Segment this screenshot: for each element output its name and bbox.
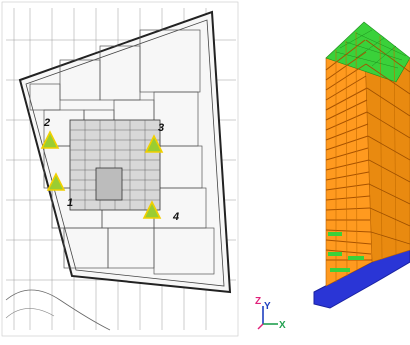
core-area bbox=[69, 119, 161, 211]
plan-sheet-border bbox=[1, 1, 239, 337]
triangle-marker-icon bbox=[46, 172, 66, 191]
triangle-marker-icon bbox=[144, 134, 164, 153]
model-roof bbox=[325, 21, 410, 83]
roof-grid bbox=[335, 29, 407, 69]
z-axis-label: Z bbox=[255, 296, 261, 307]
green-slabs bbox=[328, 232, 364, 272]
marker-4: 4 bbox=[142, 200, 179, 223]
marker-label: 3 bbox=[158, 122, 164, 134]
axes-triad: Z Y X bbox=[255, 296, 286, 331]
triangle-marker-icon bbox=[40, 130, 60, 149]
marker-2: 2 bbox=[40, 117, 60, 149]
floor-plan: 1 2 3 4 bbox=[1, 1, 239, 337]
marker-label: 2 bbox=[43, 117, 50, 129]
marker-3: 3 bbox=[144, 122, 164, 153]
triangle-marker-icon bbox=[142, 200, 162, 219]
x-axis-label: X bbox=[279, 320, 286, 331]
building-inner-outline bbox=[25, 19, 225, 287]
marker-1: 1 bbox=[46, 172, 73, 209]
marker-label: 4 bbox=[172, 211, 179, 223]
site-curve-2 bbox=[5, 308, 55, 319]
right-floor-bands bbox=[365, 39, 410, 245]
y-axis-label: Y bbox=[264, 301, 271, 312]
building-model bbox=[313, 21, 410, 309]
marker-label: 1 bbox=[67, 197, 73, 209]
site-curve bbox=[5, 289, 111, 331]
z-axis-line bbox=[257, 323, 264, 330]
